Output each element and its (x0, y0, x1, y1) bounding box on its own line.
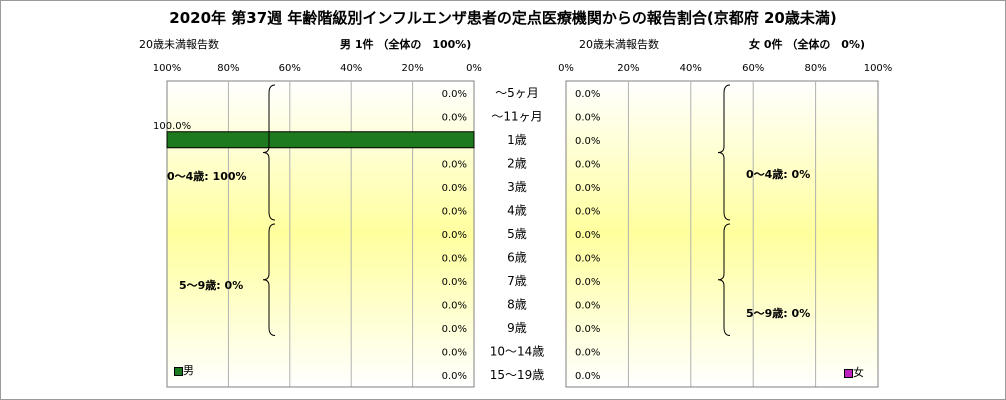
female-tick-label: 80% (804, 63, 826, 74)
male-data-label: 0.0% (442, 324, 467, 335)
male-tick-label: 60% (279, 63, 301, 74)
female-tick-label: 60% (742, 63, 764, 74)
female-data-label: 0.0% (575, 206, 600, 217)
age-category-label: 6歳 (507, 250, 527, 264)
female-data-label: 0.0% (575, 324, 600, 335)
female-data-label: 0.0% (575, 230, 600, 241)
male-data-label: 0.0% (442, 347, 467, 358)
age-category-label: 9歳 (507, 321, 527, 335)
male-data-label: 0.0% (442, 206, 467, 217)
female-data-label: 0.0% (575, 183, 600, 194)
female-group-5-9-brace (717, 223, 731, 336)
male-data-label: 0.0% (442, 371, 467, 382)
female-caption: 20歳未満報告数 (579, 38, 659, 51)
age-category-label: 8歳 (507, 297, 527, 311)
female-data-label: 0.0% (575, 347, 600, 358)
male-tick-label: 20% (401, 63, 423, 74)
male-group-5-9-brace (262, 223, 276, 336)
male-data-label: 0.0% (442, 300, 467, 311)
female-legend-label: 女 (853, 366, 864, 379)
age-category-label: 3歳 (507, 180, 527, 194)
female-group-0-4-label: 0～4歳: 0% (746, 168, 811, 181)
male-tick-label: 100% (153, 63, 182, 74)
female-plot-area (565, 80, 879, 388)
age-category-label: 4歳 (507, 203, 527, 217)
male-group-0-4-brace (262, 84, 276, 221)
female-legend-swatch (844, 368, 853, 378)
age-category-label: 2歳 (507, 156, 527, 170)
male-data-label: 0.0% (442, 253, 467, 264)
male-data-label: 0.0% (442, 89, 467, 100)
male-data-label: 0.0% (442, 277, 467, 288)
male-tick-label: 80% (217, 63, 239, 74)
female-data-label: 0.0% (575, 300, 600, 311)
age-category-label: 10～14歳 (490, 344, 545, 358)
female-data-label: 0.0% (575, 89, 600, 100)
age-category-label: 1歳 (507, 133, 527, 147)
male-summary: 男 1件 （全体の 100%) (340, 38, 472, 51)
age-category-label: 5歳 (507, 227, 527, 241)
female-data-label: 0.0% (575, 371, 600, 382)
female-data-label: 0.0% (575, 277, 600, 288)
female-group-0-4-brace (717, 84, 731, 221)
male-legend-swatch (174, 366, 183, 376)
female-legend: 女 (844, 364, 864, 380)
chart-title: 2020年 第37週 年齢階級別インフルエンザ患者の定点医療機関からの報告割合(… (169, 9, 837, 27)
female-tick-label: 20% (617, 63, 639, 74)
male-data-label: 0.0% (442, 183, 467, 194)
female-data-label: 0.0% (575, 112, 600, 123)
male-caption: 20歳未満報告数 (139, 38, 219, 51)
age-category-label: 7歳 (507, 274, 527, 288)
female-data-label: 0.0% (575, 159, 600, 170)
male-data-label: 100.0% (153, 121, 191, 132)
age-category-label: ～11ヶ月 (491, 109, 542, 123)
male-bar (166, 131, 475, 149)
male-plot-area (166, 80, 475, 388)
female-data-label: 0.0% (575, 136, 600, 147)
male-tick-label: 0% (466, 63, 482, 74)
male-tick-label: 40% (340, 63, 362, 74)
female-summary: 女 0件 （全体の 0%) (749, 38, 866, 51)
age-category-label: ～5ヶ月 (495, 86, 539, 100)
male-data-label: 0.0% (442, 112, 467, 123)
female-group-5-9-label: 5～9歳: 0% (746, 307, 811, 320)
male-group-5-9-label: 5～9歳: 0% (179, 279, 244, 292)
male-group-0-4-label: 0～4歳: 100% (167, 170, 247, 183)
female-tick-label: 100% (864, 63, 893, 74)
female-tick-label: 40% (680, 63, 702, 74)
female-tick-label: 0% (558, 63, 574, 74)
male-legend-label: 男 (183, 364, 194, 377)
male-data-label: 0.0% (442, 230, 467, 241)
male-legend: 男 (174, 362, 194, 378)
male-data-label: 0.0% (442, 159, 467, 170)
age-category-label: 15～19歳 (490, 368, 545, 382)
female-data-label: 0.0% (575, 253, 600, 264)
